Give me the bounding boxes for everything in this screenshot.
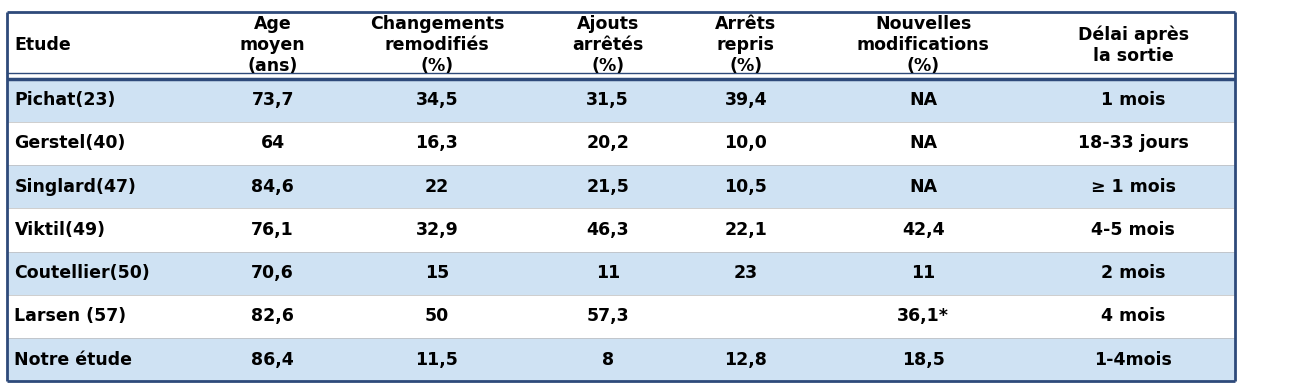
Text: 86,4: 86,4 [251,350,294,369]
Text: 57,3: 57,3 [586,307,629,325]
Text: 20,2: 20,2 [586,135,629,152]
Text: 8: 8 [602,350,614,369]
Text: Coutellier(50): Coutellier(50) [14,264,150,282]
Text: 46,3: 46,3 [586,221,629,239]
Bar [7,338,1235,381]
Text: NA: NA [909,91,937,109]
Bar [7,209,1235,252]
Bar [7,79,1235,122]
Text: 4-5 mois: 4-5 mois [1092,221,1175,239]
Text: 16,3: 16,3 [415,135,459,152]
Text: 36,1*: 36,1* [897,307,949,325]
Text: Nouvelles
modifications
(%): Nouvelles modifications (%) [857,16,989,75]
Text: 18-33 jours: 18-33 jours [1077,135,1189,152]
Text: 64: 64 [260,135,285,152]
Text: Délai après
la sortie: Délai après la sortie [1077,26,1189,65]
Text: 11: 11 [911,264,936,282]
Text: 34,5: 34,5 [415,91,459,109]
Text: Ajouts
arrêtés
(%): Ajouts arrêtés (%) [572,16,644,75]
Text: 22,1: 22,1 [724,221,767,239]
Text: 15: 15 [424,264,449,282]
Text: Arrêts
repris
(%): Arrêts repris (%) [715,16,777,75]
Text: 22: 22 [424,178,449,196]
Text: 2 mois: 2 mois [1101,264,1166,282]
Text: Singlard(47): Singlard(47) [14,178,137,196]
Text: 70,6: 70,6 [251,264,294,282]
Text: 84,6: 84,6 [251,178,294,196]
Text: 31,5: 31,5 [586,91,629,109]
Text: NA: NA [909,135,937,152]
Text: 10,5: 10,5 [724,178,767,196]
Text: 1 mois: 1 mois [1101,91,1166,109]
Text: Larsen (57): Larsen (57) [14,307,126,325]
Text: 18,5: 18,5 [901,350,945,369]
Text: 73,7: 73,7 [251,91,294,109]
Text: Etude: Etude [14,36,71,54]
Text: Viktil(49): Viktil(49) [14,221,105,239]
Text: Age
moyen
(ans): Age moyen (ans) [240,16,305,75]
Text: Changements
remodifiés
(%): Changements remodifiés (%) [369,16,505,75]
Text: 11: 11 [595,264,620,282]
Text: 12,8: 12,8 [724,350,767,369]
Text: 42,4: 42,4 [901,221,945,239]
Text: 82,6: 82,6 [251,307,294,325]
Text: Pichat(23): Pichat(23) [14,91,116,109]
Text: 10,0: 10,0 [724,135,767,152]
Text: ≥ 1 mois: ≥ 1 mois [1091,178,1176,196]
Text: 21,5: 21,5 [586,178,629,196]
Text: 4 mois: 4 mois [1101,307,1166,325]
Text: 76,1: 76,1 [251,221,294,239]
Text: 23: 23 [733,264,758,282]
Text: 32,9: 32,9 [415,221,459,239]
Bar [7,295,1235,338]
Text: 1-4mois: 1-4mois [1095,350,1172,369]
Text: Gerstel(40): Gerstel(40) [14,135,126,152]
Text: 11,5: 11,5 [415,350,459,369]
Text: NA: NA [909,178,937,196]
Text: 50: 50 [424,307,449,325]
Text: Notre étude: Notre étude [14,350,133,369]
Bar [7,12,1235,79]
Bar [7,122,1235,165]
Bar [7,252,1235,295]
Text: 39,4: 39,4 [724,91,767,109]
Bar [7,165,1235,209]
